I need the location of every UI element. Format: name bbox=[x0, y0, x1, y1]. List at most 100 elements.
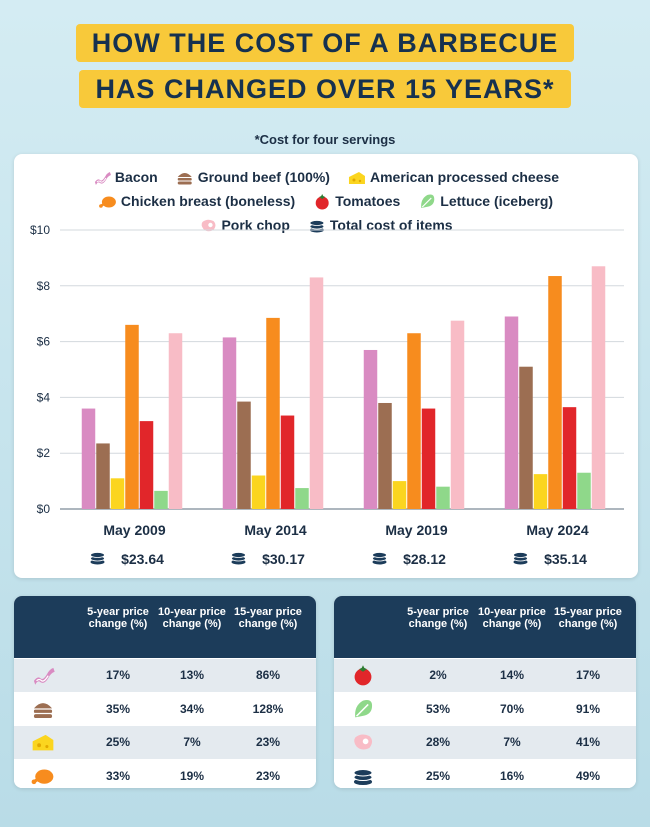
burger-icon bbox=[33, 702, 53, 718]
header-10-year: 10-year price change (%) bbox=[478, 606, 546, 630]
table-cell: 49% bbox=[575, 768, 601, 783]
lettuce-icon bbox=[355, 699, 373, 717]
bar-chicken bbox=[266, 317, 280, 509]
y-tick-label: $0 bbox=[37, 502, 51, 516]
bar-chicken bbox=[125, 324, 139, 509]
bar-burger bbox=[519, 366, 533, 509]
header-5-year: 5-year price change (%) bbox=[407, 606, 469, 630]
bar-lettuce bbox=[295, 488, 309, 509]
x-tick-label: May 2019 bbox=[385, 522, 447, 538]
legend-burger-icon bbox=[177, 173, 192, 185]
table-cell: 91% bbox=[575, 701, 601, 716]
total-cost-label: $23.64 bbox=[121, 551, 164, 567]
legend-chicken-icon bbox=[99, 196, 116, 208]
bar-cheese bbox=[110, 478, 125, 509]
y-tick-label: $8 bbox=[37, 279, 51, 293]
bar-bacon bbox=[81, 408, 96, 509]
table-cell: 19% bbox=[179, 768, 205, 783]
bar-burger bbox=[96, 443, 110, 509]
bar-tomato bbox=[562, 407, 577, 509]
legend-label: Pork chop bbox=[221, 217, 289, 233]
table-header: 5-year price change (%) 10-year price ch… bbox=[334, 596, 636, 658]
bar-porkchop bbox=[168, 333, 183, 509]
legend-cheese-icon bbox=[348, 172, 365, 184]
bar-lettuce bbox=[436, 486, 450, 509]
bar-bacon bbox=[504, 316, 519, 509]
table-cell: 53% bbox=[425, 701, 451, 716]
y-tick-label: $2 bbox=[37, 446, 51, 460]
table-cell: 35% bbox=[105, 701, 131, 716]
bar-tomato bbox=[421, 408, 436, 509]
table-cell: 2% bbox=[429, 668, 447, 682]
bar-bacon bbox=[222, 337, 237, 509]
table-header: 5-year price change (%) 10-year price ch… bbox=[14, 596, 316, 658]
bar-lettuce bbox=[154, 490, 168, 509]
table-cell: 23% bbox=[255, 735, 281, 749]
x-tick-label: May 2009 bbox=[103, 522, 165, 538]
x-tick-label: May 2024 bbox=[526, 522, 588, 538]
table-cell: 17% bbox=[575, 668, 601, 682]
bar-tomato bbox=[280, 415, 295, 509]
table-cell: 25% bbox=[105, 735, 131, 749]
legend-lettuce-icon bbox=[421, 194, 435, 208]
total-cost-label: $30.17 bbox=[262, 551, 305, 567]
y-tick-label: $10 bbox=[30, 223, 50, 237]
table-cell: 25% bbox=[425, 768, 451, 783]
legend-label: Tomatoes bbox=[335, 193, 400, 209]
total-coins-icon bbox=[372, 552, 387, 565]
table-cell: 41% bbox=[575, 735, 601, 749]
coins-icon bbox=[353, 768, 373, 785]
total-coins-icon bbox=[231, 552, 246, 565]
bar-cheese bbox=[251, 475, 266, 509]
title-line-2: HAS CHANGED OVER 15 YEARS* bbox=[79, 70, 571, 108]
chart-card: Bacon Ground beef (100%) American processe… bbox=[14, 154, 638, 578]
total-coins-icon bbox=[90, 552, 105, 565]
table-cell: 7% bbox=[503, 735, 521, 749]
header-5-year: 5-year price change (%) bbox=[87, 606, 149, 630]
legend-label: Lettuce (iceberg) bbox=[440, 193, 553, 209]
legend-bacon-icon bbox=[94, 172, 111, 185]
table-cell: 128% bbox=[252, 701, 284, 716]
table-cell: 16% bbox=[499, 768, 525, 783]
title-line-1: HOW THE COST OF A BARBECUE bbox=[75, 24, 575, 62]
table-cell: 86% bbox=[255, 668, 281, 682]
table-cell: 17% bbox=[105, 668, 131, 682]
table-cell: 33% bbox=[105, 768, 131, 783]
legend-coins-icon bbox=[309, 220, 325, 233]
legend-label: Total cost of items bbox=[330, 217, 453, 233]
pork-chop-icon bbox=[354, 734, 373, 750]
legend-label: Chicken breast (boneless) bbox=[121, 193, 295, 209]
tomato-icon bbox=[354, 665, 372, 686]
bar-cheese bbox=[533, 474, 548, 509]
chicken-icon bbox=[31, 769, 54, 784]
cheese-icon bbox=[32, 734, 54, 751]
header-15-year: 15-year price change (%) bbox=[554, 606, 622, 630]
legend-label: American processed cheese bbox=[370, 169, 559, 185]
table-row: 33% 19% 23% bbox=[14, 758, 316, 788]
table-row: 25% 7% 23% bbox=[14, 725, 316, 759]
table-cell: 14% bbox=[499, 668, 525, 682]
subtitle: *Cost for four servings bbox=[254, 132, 396, 147]
header-10-year: 10-year price change (%) bbox=[158, 606, 226, 630]
table-cell: 23% bbox=[255, 768, 281, 783]
table-row: 53% 70% 91% bbox=[334, 691, 636, 725]
table-cell: 28% bbox=[425, 735, 451, 749]
bar-porkchop bbox=[450, 320, 465, 509]
bar-lettuce bbox=[577, 472, 591, 509]
bar-chicken bbox=[548, 276, 562, 509]
table-row: 17% 13% 86% bbox=[14, 658, 316, 692]
header-15-year: 15-year price change (%) bbox=[234, 606, 302, 630]
y-tick-label: $6 bbox=[37, 335, 51, 349]
bar-burger bbox=[237, 401, 251, 509]
bar-bacon bbox=[363, 349, 378, 509]
legend-label: Bacon bbox=[115, 169, 158, 185]
title: HOW THE COST OF A BARBECUE HAS CHANGED O… bbox=[0, 24, 650, 116]
price-change-table-left: 5-year price change (%) 10-year price ch… bbox=[14, 596, 316, 788]
bar-porkchop bbox=[591, 266, 606, 509]
total-coins-icon bbox=[513, 552, 528, 565]
price-change-table-right: 5-year price change (%) 10-year price ch… bbox=[334, 596, 636, 788]
table-cell: 7% bbox=[183, 735, 201, 749]
table-row: 25% 16% 49% bbox=[334, 758, 636, 788]
y-tick-label: $4 bbox=[37, 390, 51, 404]
table-row: 35% 34% 128% bbox=[14, 691, 316, 725]
